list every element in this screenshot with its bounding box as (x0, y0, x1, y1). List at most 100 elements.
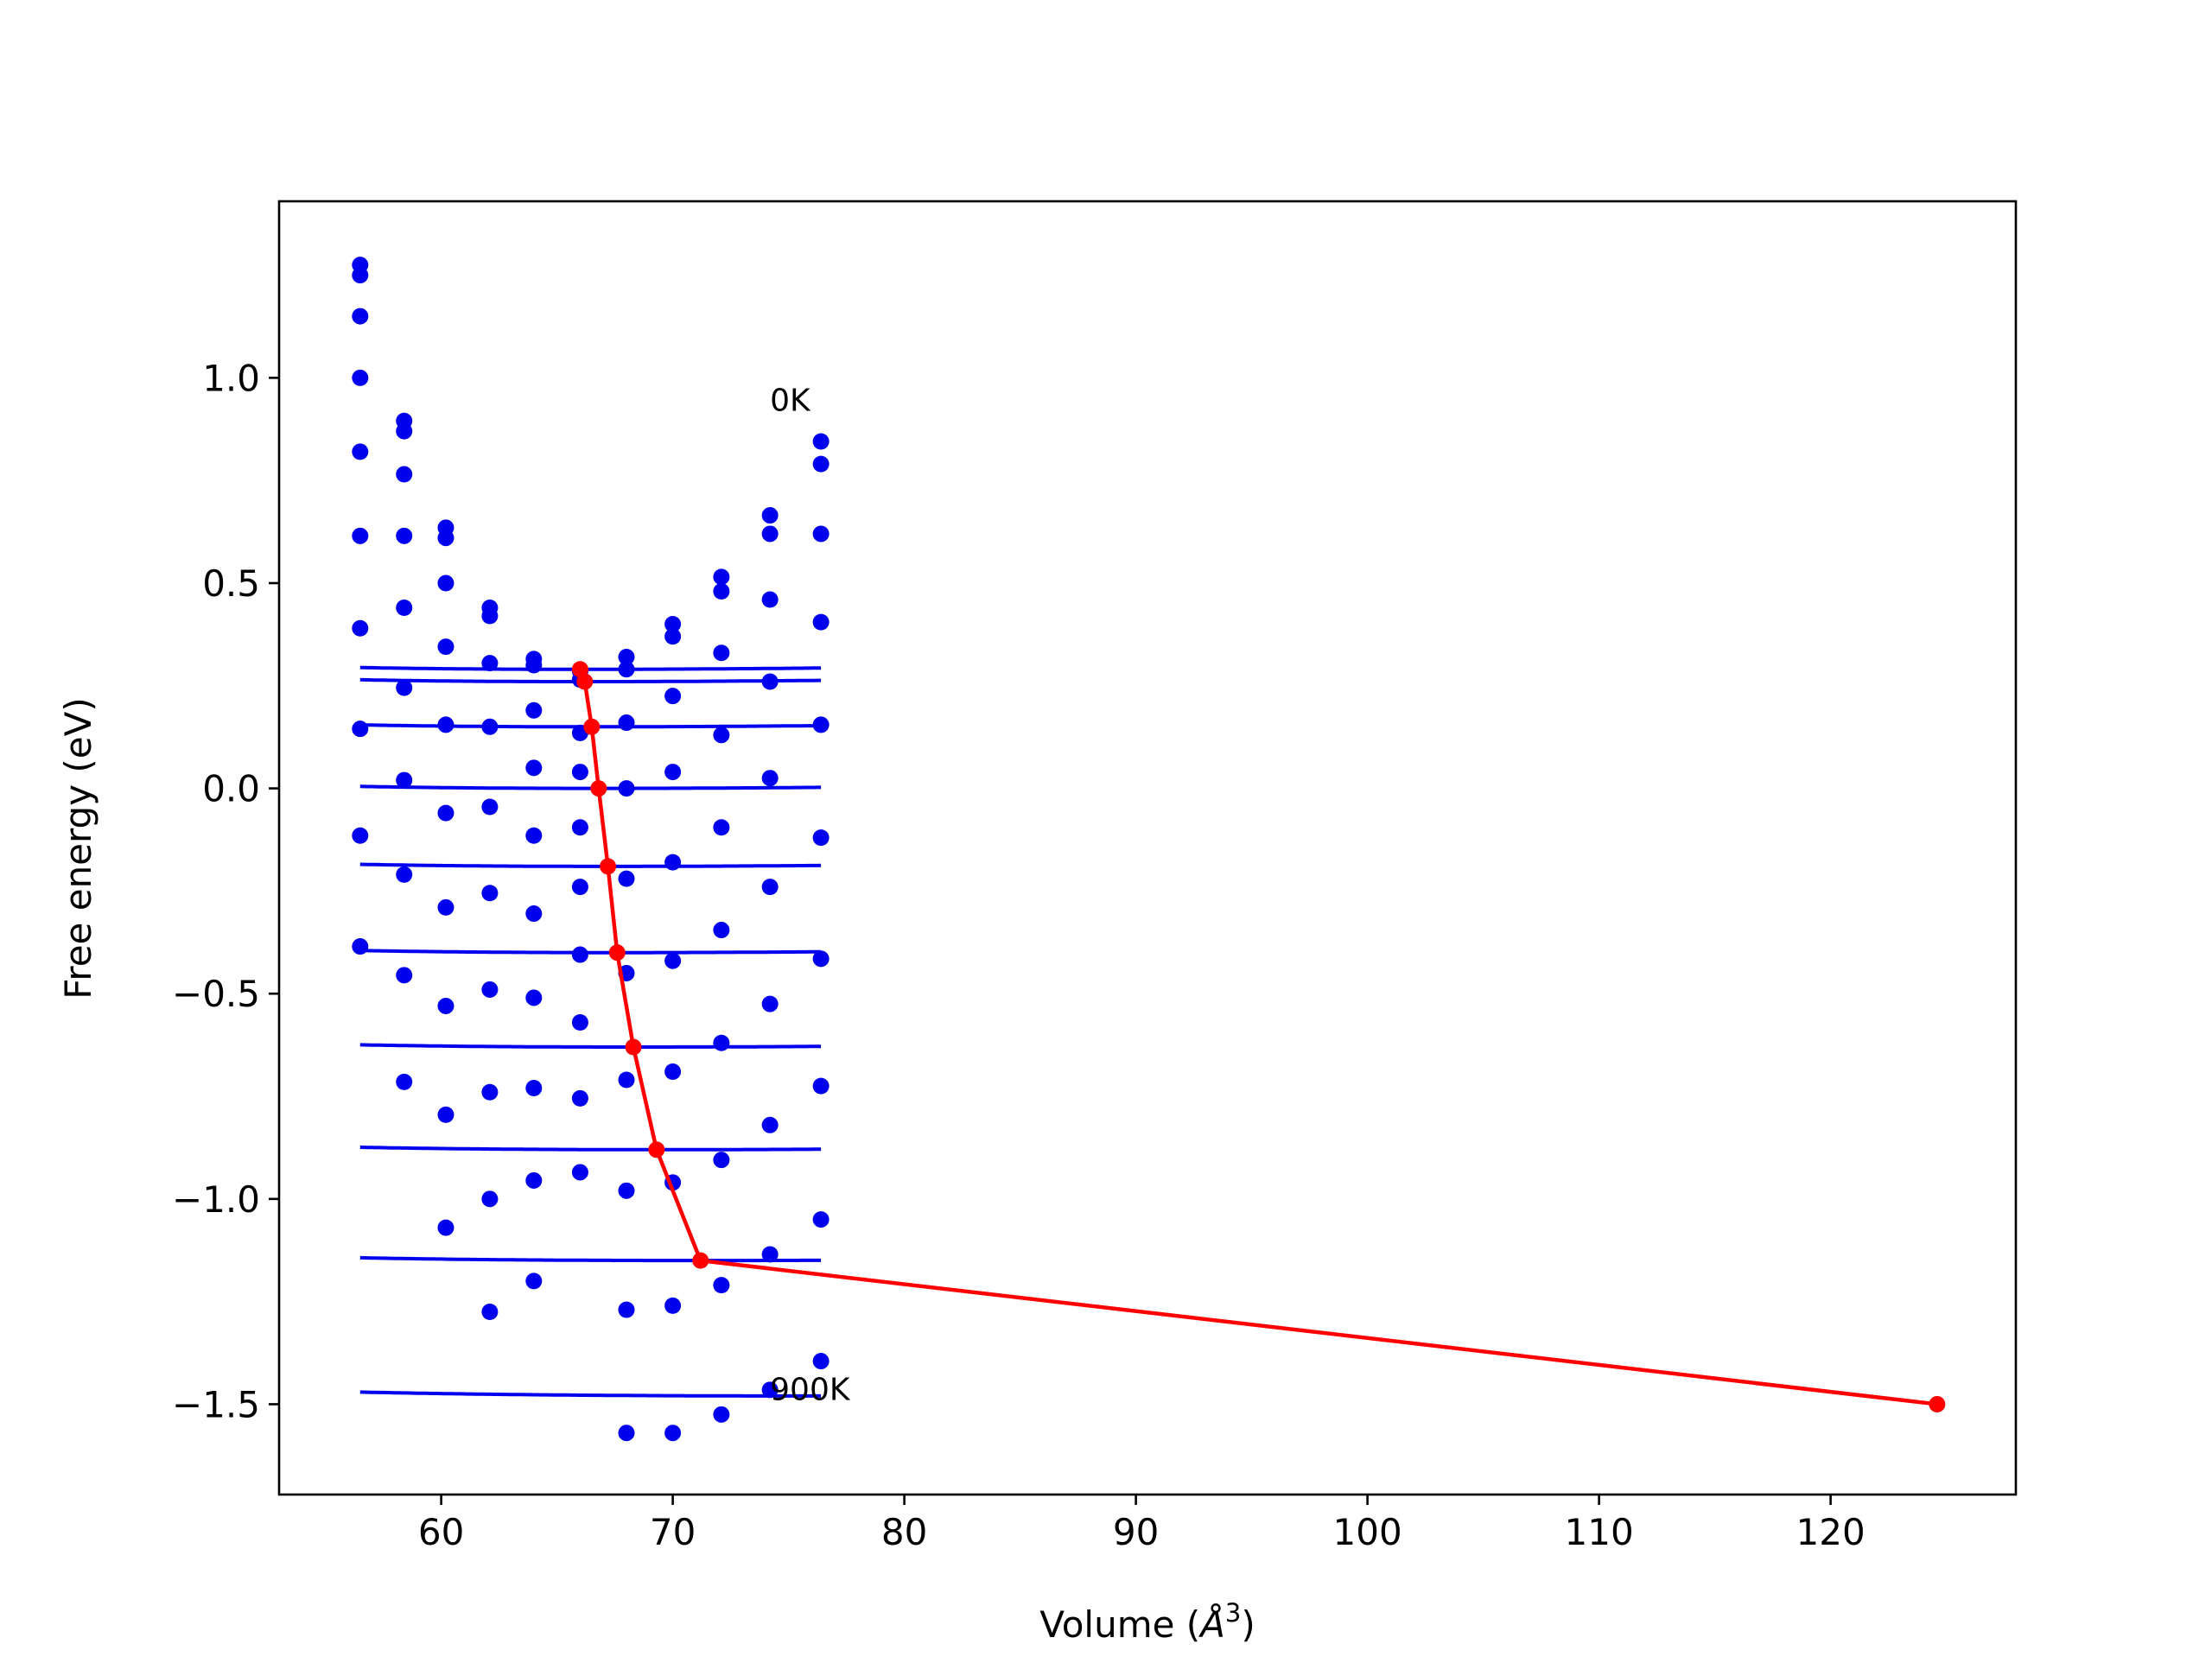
data-point (396, 527, 413, 544)
data-point (352, 443, 369, 460)
x-tick-label: 70 (650, 1511, 696, 1553)
data-point (525, 701, 543, 719)
data-point (481, 1190, 499, 1208)
data-point (761, 591, 779, 608)
data-point (761, 879, 779, 896)
data-point (437, 1219, 454, 1236)
fit-curve-4 (359, 862, 822, 868)
data-point (664, 628, 682, 645)
data-point (481, 798, 499, 816)
data-point (437, 530, 454, 547)
data-point (352, 308, 369, 325)
data-point (664, 1297, 682, 1314)
minima-connector (578, 668, 1938, 1406)
data-point (812, 1077, 830, 1095)
fit-curve-8 (359, 1255, 822, 1263)
data-point (352, 720, 369, 738)
data-point (481, 1083, 499, 1101)
minimum-point (600, 858, 617, 875)
data-point (812, 613, 830, 631)
data-point (618, 1071, 635, 1089)
minimum-point (590, 780, 607, 797)
data-point (352, 267, 369, 284)
minimum-point (583, 718, 601, 735)
data-point (525, 1171, 543, 1189)
data-point (571, 1013, 588, 1031)
data-point (571, 1164, 588, 1181)
data-point (571, 946, 588, 963)
data-point (525, 1080, 543, 1097)
y-tick-label: −0.5 (172, 973, 260, 1015)
data-point (664, 952, 682, 969)
data-point (396, 599, 413, 616)
x-tick-label: 110 (1565, 1511, 1634, 1553)
data-point (352, 619, 369, 637)
data-point (525, 989, 543, 1006)
data-point (352, 369, 369, 386)
fit-curve-0 (359, 665, 822, 671)
data-point (525, 905, 543, 923)
data-point (525, 827, 543, 844)
data-point (664, 688, 682, 705)
data-point (437, 804, 454, 822)
x-tick-label: 120 (1796, 1511, 1866, 1553)
data-point (713, 727, 730, 744)
data-point (437, 716, 454, 733)
x-tick-label: 100 (1333, 1511, 1402, 1553)
data-point (618, 780, 635, 797)
data-point (618, 714, 635, 732)
minimum-point (692, 1252, 709, 1269)
data-point (713, 582, 730, 600)
y-axis-label: Free energy (eV) (57, 697, 99, 1000)
data-point (812, 433, 830, 450)
data-point (761, 525, 779, 543)
data-point (761, 507, 779, 524)
data-point (812, 455, 830, 473)
data-point (481, 718, 499, 735)
minimum-point (571, 661, 588, 678)
data-point (437, 574, 454, 592)
data-point (761, 1116, 779, 1133)
minima-line (571, 661, 1946, 1412)
data-point (481, 885, 499, 902)
y-tick-label: 0.5 (202, 562, 260, 605)
x-axis-ticks: 60 70 80 90 100 110 120 (418, 1495, 1866, 1553)
minimum-point (625, 1038, 642, 1056)
data-point (618, 870, 635, 887)
y-tick-label: 0.0 (202, 768, 260, 810)
data-point (812, 950, 830, 968)
data-point (812, 1211, 830, 1228)
x-tick-label: 80 (881, 1511, 927, 1553)
minimum-point (576, 673, 594, 690)
annotation-0k: 0K (770, 383, 811, 418)
data-point (396, 679, 413, 696)
data-point (352, 827, 369, 844)
data-point (396, 866, 413, 883)
data-point (713, 1034, 730, 1051)
data-point (761, 1246, 779, 1263)
y-tick-label: −1.5 (172, 1383, 260, 1425)
data-point (396, 967, 413, 984)
x-axis-label: Volume (Å3) (1039, 1598, 1255, 1646)
data-point (664, 1063, 682, 1081)
data-point (481, 981, 499, 998)
fit-curves (359, 665, 822, 1398)
data-point (481, 655, 499, 672)
data-point (396, 422, 413, 440)
data-point (812, 829, 830, 847)
data-point (664, 1425, 682, 1442)
data-point (396, 771, 413, 789)
data-point (571, 879, 588, 896)
data-point (713, 644, 730, 662)
data-point (481, 607, 499, 625)
data-point (761, 1381, 779, 1399)
data-point (713, 819, 730, 836)
fit-curve-5 (359, 949, 822, 955)
data-point (352, 527, 369, 544)
data-point (571, 764, 588, 781)
data-point (571, 1089, 588, 1107)
data-point (437, 997, 454, 1014)
data-point (761, 673, 779, 690)
